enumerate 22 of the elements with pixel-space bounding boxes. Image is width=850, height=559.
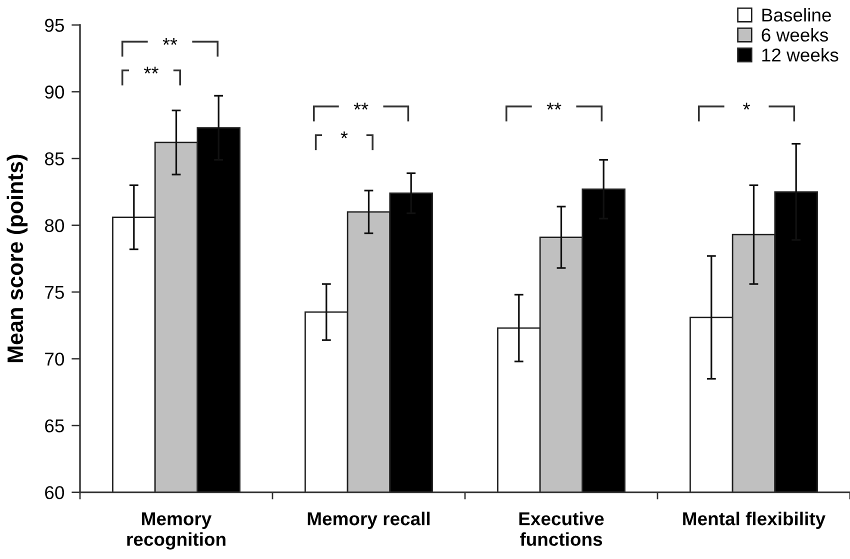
annotation: ** — [546, 102, 562, 110]
x-tick-label: Memory recall — [308, 512, 430, 529]
annotation: ** — [162, 38, 178, 45]
y-tick-label: 90 — [45, 86, 64, 99]
annotation: ** — [144, 66, 158, 74]
x-tick-label: Executive functions — [519, 512, 604, 546]
legend-label: Baseline — [762, 8, 831, 22]
y-tick-label: 65 — [45, 419, 64, 432]
x-tick-label: Memory recognition — [127, 512, 226, 550]
y-axis-title: Mean score (points) — [6, 154, 28, 362]
legend-label: 6 weeks — [762, 28, 828, 42]
y-tick-label: 70 — [45, 352, 64, 366]
legend-label: 12 weeks — [762, 48, 838, 62]
y-tick-label: 75 — [45, 286, 64, 299]
annotation: * — [340, 131, 348, 138]
y-tick-label: 85 — [44, 152, 64, 166]
x-tick-label: Mental flexibility — [683, 512, 826, 529]
annotation: * — [743, 102, 750, 110]
y-tick-label: 60 — [45, 486, 64, 500]
annotation: ** — [354, 102, 368, 110]
y-tick-label: 80 — [44, 219, 64, 232]
y-tick-label: 95 — [45, 18, 64, 32]
